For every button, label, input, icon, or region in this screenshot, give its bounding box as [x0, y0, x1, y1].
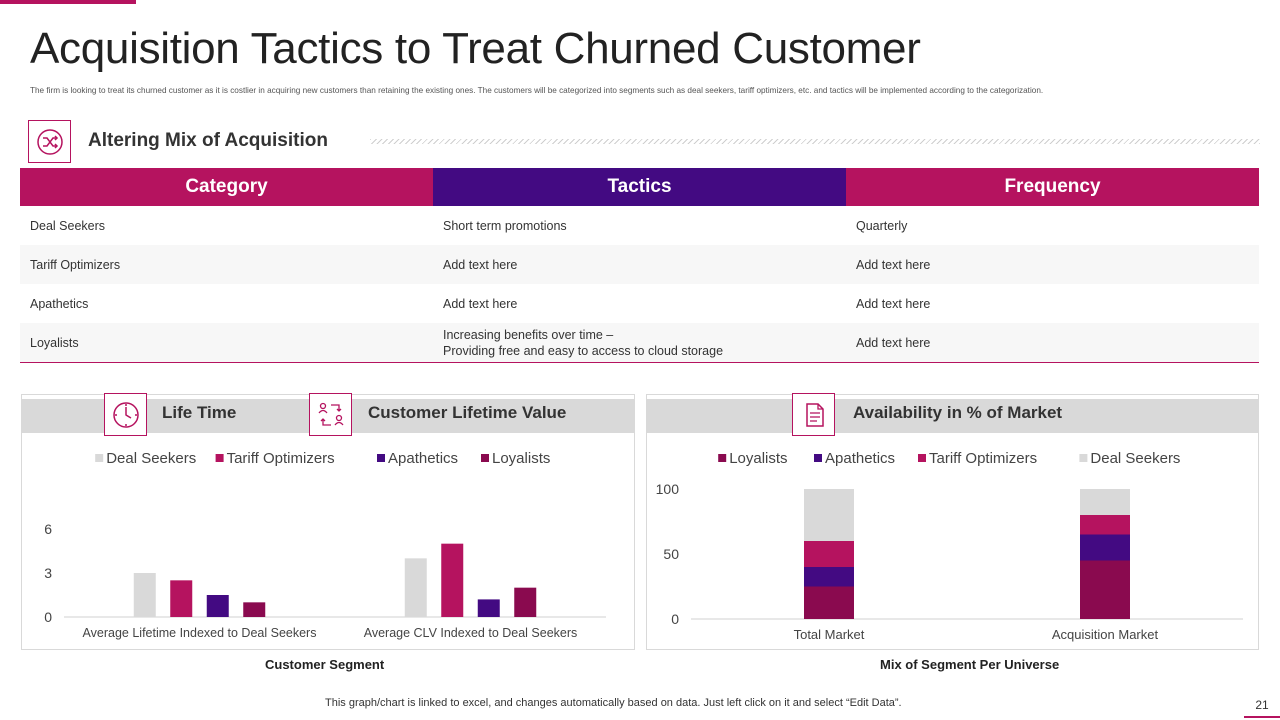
page-subtitle: The firm is looking to treat its churned…	[30, 86, 1044, 95]
cell: Add text here	[443, 296, 518, 311]
stack-segment	[804, 489, 854, 541]
table-row: Deal Seekers Short term promotions Quart…	[20, 206, 1259, 245]
cell: Add text here	[856, 335, 931, 350]
stack-segment	[804, 541, 854, 567]
y-tick-label: 3	[44, 565, 52, 581]
y-tick-label: 6	[44, 521, 52, 537]
page-number-underline	[1244, 716, 1280, 718]
lifetime-panel: Life Time Customer Lifetime Value Deal S…	[21, 393, 635, 650]
legend-swatch	[481, 454, 489, 462]
footnote: This graph/chart is linked to excel, and…	[325, 697, 902, 709]
tactics-table: Category Tactics Frequency Deal Seekers …	[20, 168, 1259, 363]
cell-line: Increasing benefits over time –	[443, 327, 614, 342]
cell-multiline: Increasing benefits over time – Providin…	[433, 323, 846, 362]
legend-label: Tariff Optimizers	[227, 450, 335, 467]
header-frequency: Frequency	[846, 168, 1259, 206]
bar	[477, 599, 500, 617]
bar	[441, 543, 464, 617]
document-icon	[792, 393, 835, 436]
panel-title-lifetime: Life Time	[162, 403, 237, 422]
bar	[514, 587, 537, 617]
x-tick-label: Average CLV Indexed to Deal Seekers	[364, 626, 578, 640]
stack-segment	[804, 586, 854, 619]
legend-swatch	[814, 454, 822, 462]
legend-swatch	[918, 454, 926, 462]
legend-label: Apathetics	[388, 450, 458, 467]
bar	[243, 602, 266, 617]
y-tick-label: 100	[656, 481, 680, 497]
x-tick-label: Total Market	[794, 627, 865, 642]
stack-segment	[1080, 489, 1130, 515]
cell: Add text here	[443, 257, 518, 272]
cell: Short term promotions	[443, 218, 567, 233]
legend-swatch	[1079, 454, 1088, 462]
x-tick-label: Average Lifetime Indexed to Deal Seekers	[83, 626, 317, 640]
panel-header	[647, 399, 1258, 433]
section-title: Altering Mix of Acquisition	[88, 130, 328, 151]
stacked-bar-chart: Loyalists Apathetics Tariff Optimizers Deal…	[656, 450, 1243, 642]
page-number: 21	[1255, 698, 1269, 712]
page-title: Acquisition Tactics to Treat Churned Cus…	[30, 24, 921, 73]
legend-label: Tariff Optimizers	[929, 450, 1037, 467]
hatch-divider	[370, 139, 1260, 144]
legend-label: Deal Seekers	[106, 450, 196, 467]
clock-icon	[104, 393, 147, 436]
availability-panel: Availability in % of Market Loyalists Apa…	[646, 393, 1259, 650]
top-accent-bar	[0, 0, 136, 4]
x-tick-label: Acquisition Market	[1052, 627, 1159, 642]
table-row: Tariff Optimizers Add text here Add text…	[20, 245, 1259, 284]
table-row: Apathetics Add text here Add text here	[20, 284, 1259, 323]
bar	[404, 558, 427, 617]
cell: Tariff Optimizers	[30, 257, 121, 272]
bar	[206, 595, 229, 617]
cell: Loyalists	[30, 335, 79, 350]
y-tick-label: 50	[663, 546, 679, 562]
stack-segment	[804, 567, 854, 587]
legend-swatch	[377, 454, 385, 462]
bar	[133, 573, 156, 617]
stack-segment	[1080, 534, 1130, 561]
cell-line: Providing free and easy to access to clo…	[443, 343, 724, 358]
stack-segment	[1080, 515, 1130, 535]
table-row: Loyalists Increasing benefits over time …	[20, 323, 1259, 362]
legend-swatch	[215, 454, 224, 462]
y-tick-label: 0	[671, 611, 679, 627]
legend-label: Loyalists	[729, 450, 787, 467]
panel-title-clv: Customer Lifetime Value	[368, 403, 567, 422]
y-tick-label: 0	[44, 609, 52, 625]
cell: Add text here	[856, 296, 931, 311]
cell: Deal Seekers	[30, 218, 106, 233]
stack-segment	[1080, 560, 1130, 619]
table-header: Category Tactics Frequency	[20, 168, 1259, 206]
shuffle-arrows-icon	[28, 120, 71, 163]
cell: Add text here	[856, 257, 931, 272]
caption-customer-segment: Customer Segment	[265, 657, 385, 672]
bar	[170, 580, 193, 617]
cell: Quarterly	[856, 218, 908, 233]
header-category: Category	[20, 168, 433, 206]
grouped-bar-chart: Deal Seekers Tariff Optimizers Apathetics L…	[44, 450, 606, 640]
exchange-people-icon	[309, 393, 352, 436]
caption-mix-of-segment: Mix of Segment Per Universe	[880, 657, 1060, 672]
legend-label: Apathetics	[825, 450, 895, 467]
panel-title-availability: Availability in % of Market	[853, 403, 1063, 422]
section-header: Altering Mix of Acquisition	[28, 120, 1260, 164]
legend-swatch	[95, 454, 104, 462]
legend-label: Loyalists	[492, 450, 550, 467]
legend-swatch	[718, 454, 727, 462]
legend-label: Deal Seekers	[1090, 450, 1180, 467]
cell: Apathetics	[30, 296, 89, 311]
header-tactics: Tactics	[433, 168, 846, 206]
